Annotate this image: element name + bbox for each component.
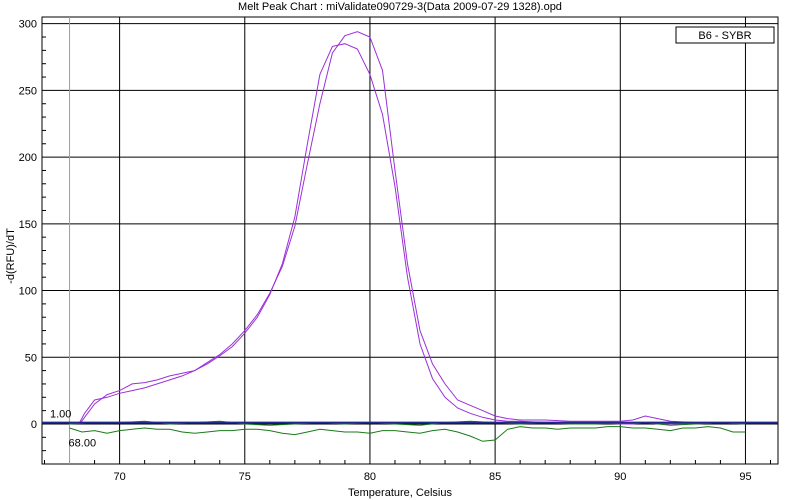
x-tick-label: 85 [489, 471, 501, 483]
y-tick-label: 250 [19, 85, 37, 97]
x-axis-title: Temperature, Celsius [348, 487, 452, 499]
y-tick-label: 150 [19, 219, 37, 231]
x-tick-label: 80 [364, 471, 376, 483]
legend-box [675, 26, 775, 44]
x-tick-label: 75 [239, 471, 251, 483]
series-line-3 [69, 426, 746, 442]
legend-label: B6 - SYBR [698, 30, 751, 42]
chart-title: Melt Peak Chart : miValidate090729-3(Dat… [238, 1, 562, 13]
plot-frame [41, 16, 779, 465]
y-tick-label: 50 [25, 352, 37, 364]
y-tick-label: 100 [19, 286, 37, 298]
x-tick-label: 90 [614, 471, 626, 483]
y-tick-label: 0 [31, 419, 37, 431]
y-tick-label: 300 [19, 19, 37, 31]
x-tick-label: 70 [113, 471, 125, 483]
begin-temperature-label: 68.00 [69, 438, 97, 450]
x-tick-label: 95 [739, 471, 751, 483]
y-tick-label: 200 [19, 152, 37, 164]
series-line-1 [79, 31, 746, 425]
threshold-label: 1.00 [50, 409, 71, 421]
